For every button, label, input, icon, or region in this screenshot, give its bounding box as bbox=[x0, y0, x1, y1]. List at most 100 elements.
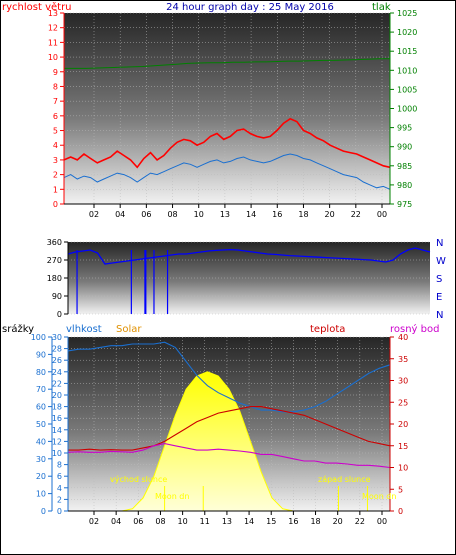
wind-speed-tick-label: 1 bbox=[53, 185, 58, 194]
wind-time-tick-label: 08 bbox=[167, 210, 177, 219]
humidity-tick-label: 0 bbox=[57, 507, 62, 516]
rain-tick-label: 100 bbox=[31, 333, 46, 342]
wind-speed-tick-label: 12 bbox=[48, 24, 58, 33]
wind-time-tick-label: 02 bbox=[89, 210, 99, 219]
humidity-tick-label: 16 bbox=[52, 414, 62, 423]
wind-time-tick-label: 14 bbox=[246, 210, 256, 219]
climate-time-tick-label: 13 bbox=[222, 517, 232, 526]
sunset-annotation: západ slunce bbox=[318, 475, 371, 484]
climate-time-tick-label: 04 bbox=[111, 517, 121, 526]
direction-panel-grid bbox=[68, 241, 430, 315]
wind-time-tick-label: 00 bbox=[377, 210, 387, 219]
pressure-axis-label: tlak bbox=[372, 2, 391, 13]
humidity-tick-label: 8 bbox=[57, 461, 62, 470]
climate-time-tick-label: 02 bbox=[89, 517, 99, 526]
wind-time-tick-label: 22 bbox=[351, 210, 361, 219]
wind-speed-tick-label: 3 bbox=[53, 156, 58, 165]
chart-title: 24 hour graph day : 25 May 2016 bbox=[166, 2, 334, 13]
temperature-tick-label: 35 bbox=[398, 355, 408, 364]
climate-time-tick-label: 10 bbox=[178, 517, 188, 526]
climate-time-tick-label: 15 bbox=[266, 517, 276, 526]
wind-time-tick-label: 10 bbox=[194, 210, 204, 219]
direction-tick-label: 360 bbox=[47, 238, 62, 247]
pressure-tick-label: 990 bbox=[397, 143, 412, 152]
rain-tick-label: 40 bbox=[36, 437, 46, 446]
rain-tick-label: 0 bbox=[41, 507, 46, 516]
humidity-tick-label: 18 bbox=[52, 403, 62, 412]
pressure-tick-label: 1010 bbox=[397, 66, 417, 75]
moonset-annotation: Moon dn bbox=[362, 492, 396, 501]
temperature-tick-label: 20 bbox=[398, 420, 408, 429]
rain-tick-label: 80 bbox=[36, 368, 46, 377]
rain-tick-label: 70 bbox=[36, 385, 46, 394]
wind-time-tick-label: 16 bbox=[272, 210, 282, 219]
wind-speed-tick-label: 13 bbox=[48, 9, 58, 18]
temperature-tick-label: 5 bbox=[398, 485, 403, 494]
direction-tick-label: 180 bbox=[47, 274, 62, 283]
climate-panel-axes: 0246810121416182022242628300102030405060… bbox=[31, 333, 408, 526]
wind-speed-tick-label: 7 bbox=[53, 97, 58, 106]
humidity-tick-label: 2 bbox=[57, 495, 62, 504]
rain-tick-label: 30 bbox=[36, 455, 46, 464]
humidity-line bbox=[67, 341, 391, 413]
wind-panel-axes: 0123456789101112139759809859909951000100… bbox=[48, 9, 418, 219]
humidity-tick-label: 22 bbox=[52, 379, 62, 388]
sunrise-annotation: východ slunce bbox=[110, 475, 167, 484]
direction-tick-label: 270 bbox=[47, 256, 62, 265]
pressure-tick-label: 1020 bbox=[397, 28, 417, 37]
wind-speed-tick-label: 10 bbox=[48, 53, 58, 62]
pressure-tick-label: 1025 bbox=[397, 9, 417, 18]
humidity-tick-label: 10 bbox=[52, 449, 62, 458]
rain-tick-label: 90 bbox=[36, 350, 46, 359]
climate-time-tick-label: 18 bbox=[310, 517, 320, 526]
humidity-tick-label: 26 bbox=[52, 356, 62, 365]
wind-speed-tick-label: 9 bbox=[53, 68, 58, 77]
rain-tick-label: 60 bbox=[36, 403, 46, 412]
wind-time-tick-label: 06 bbox=[141, 210, 151, 219]
wind-panel-background bbox=[64, 13, 390, 204]
rain-tick-label: 50 bbox=[36, 420, 46, 429]
pressure-tick-label: 1000 bbox=[397, 105, 417, 114]
temperature-tick-label: 25 bbox=[398, 398, 408, 407]
compass-label: N bbox=[436, 310, 443, 321]
wind-speed-tick-label: 11 bbox=[48, 38, 58, 47]
wind-speed-tick-label: 2 bbox=[53, 171, 58, 180]
wind-time-tick-label: 04 bbox=[115, 210, 125, 219]
humidity-tick-label: 24 bbox=[52, 368, 62, 377]
compass-label: W bbox=[436, 256, 446, 267]
climate-time-tick-label: 22 bbox=[355, 517, 365, 526]
temperature-tick-label: 10 bbox=[398, 464, 408, 473]
humidity-axis-label: vlhkost bbox=[66, 324, 102, 335]
temperature-axis-label: teplota bbox=[310, 324, 345, 335]
temperature-tick-label: 15 bbox=[398, 442, 408, 451]
wind-speed-tick-label: 8 bbox=[53, 82, 58, 91]
direction-tick-label: 90 bbox=[52, 292, 62, 301]
climate-time-tick-label: 06 bbox=[133, 517, 143, 526]
rain-tick-label: 10 bbox=[36, 490, 46, 499]
climate-time-tick-label: 20 bbox=[333, 517, 343, 526]
pressure-tick-label: 975 bbox=[397, 200, 412, 209]
wind-panel-grid bbox=[64, 12, 390, 205]
wind-direction-line bbox=[67, 247, 431, 265]
pressure-tick-label: 985 bbox=[397, 162, 412, 171]
rain-axis-label: srážky bbox=[2, 323, 34, 335]
climate-time-tick-label: 11 bbox=[200, 517, 210, 526]
dewpoint-axis-label: rosný bod bbox=[390, 323, 439, 335]
wind-panel-series bbox=[63, 58, 391, 190]
climate-time-tick-label: 00 bbox=[377, 517, 387, 526]
climate-time-tick-label: 08 bbox=[155, 517, 165, 526]
wind-time-tick-label: 18 bbox=[298, 210, 308, 219]
climate-time-tick-label: 14 bbox=[244, 517, 254, 526]
humidity-tick-label: 4 bbox=[57, 484, 62, 493]
humidity-tick-label: 28 bbox=[52, 345, 62, 354]
compass-label: E bbox=[436, 292, 442, 303]
temperature-tick-label: 0 bbox=[398, 507, 403, 516]
wind-time-tick-label: 13 bbox=[220, 210, 230, 219]
wind-speed-tick-label: 5 bbox=[53, 127, 58, 136]
wind-speed-tick-label: 0 bbox=[53, 200, 58, 209]
pressure-tick-label: 1015 bbox=[397, 47, 417, 56]
humidity-tick-label: 20 bbox=[52, 391, 62, 400]
temperature-tick-label: 40 bbox=[398, 333, 408, 342]
